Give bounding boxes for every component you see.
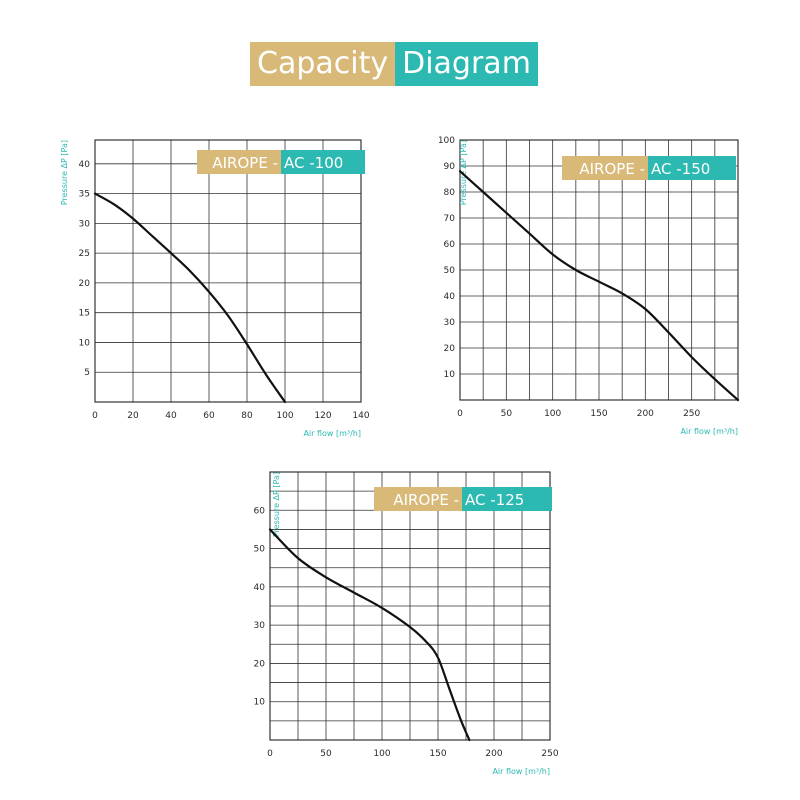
x-tick-label: 0: [267, 749, 273, 759]
plot-frame: [459, 139, 739, 401]
x-tick-label: 200: [637, 409, 654, 419]
model-label-bg-teal: [648, 156, 736, 180]
x-tick-label: 200: [485, 749, 502, 759]
x-tick-label: 80: [241, 411, 253, 421]
model-label-name: AC -100: [284, 154, 343, 172]
y-tick-label: 50: [444, 266, 456, 276]
y-tick-label: 100: [438, 136, 455, 146]
x-tick-label: 50: [501, 409, 513, 419]
y-axis-label: Pressure ΔP [Pa]: [459, 140, 468, 205]
model-label-brand: AIROPE -: [579, 160, 645, 178]
series-line: [458, 170, 740, 402]
y-tick-label: 40: [254, 583, 266, 593]
y-tick-label: 15: [79, 309, 90, 319]
y-tick-label: 10: [254, 698, 266, 708]
y-tick-label: 40: [444, 292, 456, 302]
x-tick-label: 250: [683, 409, 700, 419]
y-tick-label: 60: [254, 506, 266, 516]
y-tick-label: 20: [79, 279, 91, 289]
x-tick-label: 50: [320, 749, 332, 759]
model-label-name: AC -150: [651, 160, 710, 178]
x-axis-label: Air flow [m³/h]: [492, 767, 550, 776]
y-tick-label: 20: [254, 659, 266, 669]
y-tick-label: 40: [79, 160, 91, 170]
x-tick-label: 150: [429, 749, 446, 759]
series-line: [93, 192, 287, 404]
title-part-capacity: Capacity: [250, 42, 396, 86]
model-label-bg-teal: [462, 487, 552, 511]
model-label-bg-gold: [197, 150, 281, 174]
y-tick-label: 25: [79, 249, 90, 259]
x-tick-label: 100: [544, 409, 561, 419]
y-tick-label: 80: [444, 188, 456, 198]
model-label-brand: AIROPE -: [212, 154, 278, 172]
y-tick-label: 30: [254, 621, 266, 631]
y-tick-label: 60: [444, 240, 456, 250]
x-tick-label: 20: [127, 411, 139, 421]
x-axis-label: Air flow [m³/h]: [303, 429, 361, 438]
model-label-brand: AIROPE -: [393, 491, 459, 509]
page-title: Capacity Diagram: [250, 42, 538, 86]
x-tick-label: 120: [314, 411, 331, 421]
y-tick-label: 30: [444, 318, 456, 328]
x-tick-label: 60: [203, 411, 215, 421]
y-axis-label: Pressure ΔP [Pa]: [272, 472, 281, 537]
y-tick-label: 10: [79, 338, 91, 348]
y-tick-label: 50: [254, 545, 266, 555]
y-tick-label: 10: [444, 370, 456, 380]
x-tick-label: 100: [373, 749, 390, 759]
y-axis-label: Pressure ΔP [Pa]: [60, 140, 69, 205]
x-axis-label: Air flow [m³/h]: [680, 427, 738, 436]
x-tick-label: 0: [92, 411, 98, 421]
x-tick-label: 100: [276, 411, 293, 421]
model-label-name: AC -125: [465, 491, 524, 509]
x-tick-label: 0: [457, 409, 463, 419]
y-tick-label: 30: [79, 219, 91, 229]
x-tick-label: 150: [590, 409, 607, 419]
model-label-bg-gold: [562, 156, 648, 180]
y-tick-label: 35: [79, 190, 90, 200]
x-tick-label: 40: [165, 411, 177, 421]
y-tick-label: 90: [444, 162, 456, 172]
plot-frame: [269, 471, 551, 741]
plot-frame: [94, 139, 362, 403]
title-part-diagram: Diagram: [395, 42, 538, 86]
x-tick-label: 250: [541, 749, 558, 759]
model-label-bg-gold: [374, 487, 462, 511]
x-tick-label: 140: [352, 411, 369, 421]
model-label-bg-teal: [281, 150, 365, 174]
y-tick-label: 20: [444, 344, 456, 354]
y-tick-label: 5: [84, 368, 90, 378]
y-tick-label: 70: [444, 214, 456, 224]
series-line: [268, 528, 471, 742]
